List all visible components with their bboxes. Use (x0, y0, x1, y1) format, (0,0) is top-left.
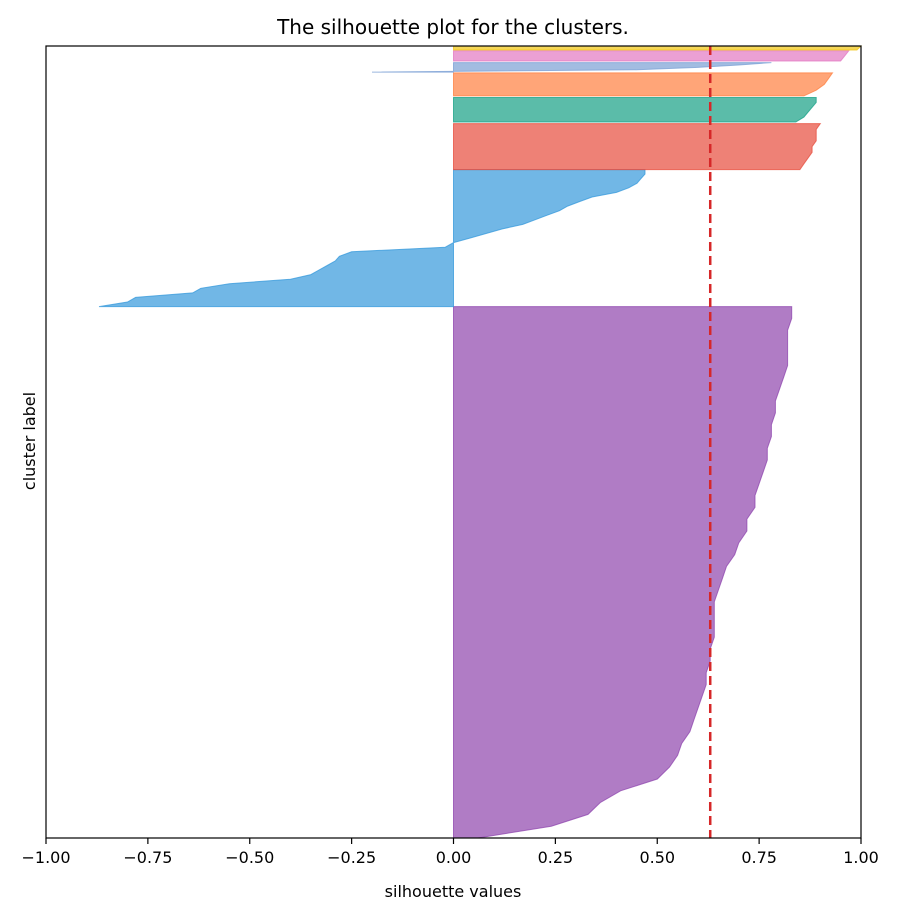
x-tick-label: −0.50 (225, 848, 274, 867)
cluster-silhouette-6 (453, 50, 850, 62)
cluster-silhouette-2 (453, 123, 822, 171)
x-tick-label: −0.75 (123, 848, 172, 867)
x-tick-label: 1.00 (843, 848, 879, 867)
x-tick-label: 0.75 (741, 848, 777, 867)
cluster-silhouette-0 (453, 306, 793, 839)
x-tick-label: −1.00 (21, 848, 70, 867)
x-tick-label: 0.25 (538, 848, 574, 867)
x-axis-label: silhouette values (385, 882, 522, 901)
x-tick-label: 0.00 (436, 848, 472, 867)
chart-title: The silhouette plot for the clusters. (276, 15, 629, 39)
plot-area (98, 45, 863, 839)
cluster-silhouette-4 (453, 72, 834, 97)
cluster-silhouette-5 (371, 62, 772, 73)
x-tick-label: −0.25 (327, 848, 376, 867)
cluster-silhouette-1 (98, 169, 646, 308)
cluster-silhouette-3 (453, 97, 817, 123)
x-tick-label: 0.50 (639, 848, 675, 867)
x-axis-ticks: −1.00 −0.75 −0.50 −0.25 0.00 0.25 0.50 0.75 1.00 (21, 838, 879, 867)
y-axis-label: cluster label (20, 392, 39, 490)
